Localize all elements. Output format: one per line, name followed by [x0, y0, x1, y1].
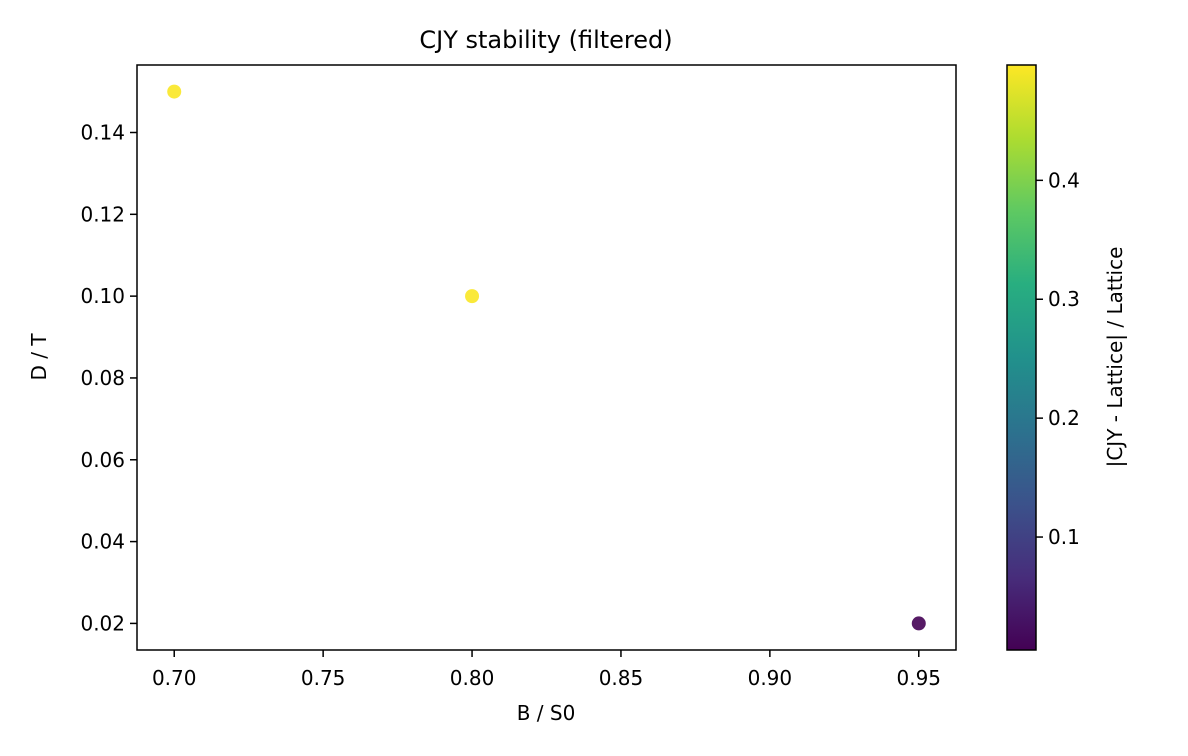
- y-tick-label: 0.06: [80, 448, 125, 472]
- y-tick-label: 0.12: [80, 202, 125, 226]
- y-tick-label: 0.02: [80, 611, 125, 635]
- scatter-point: [167, 84, 182, 99]
- colorbar-tick-label: 0.4: [1048, 168, 1080, 192]
- y-tick-label: 0.08: [80, 366, 125, 390]
- colorbar: 0.1 0.2 0.3 0.4 |CJY - Lattice| / Lattice: [1006, 64, 1127, 651]
- scatter-point: [911, 616, 926, 631]
- colorbar-tick-label: 0.3: [1048, 287, 1080, 311]
- colorbar-gradient: [1006, 64, 1037, 651]
- x-axis-label: B / S0: [517, 701, 576, 725]
- x-axis: 0.70 0.75 0.80 0.85 0.90 0.95: [152, 650, 941, 690]
- colorbar-ticks: 0.1 0.2 0.3 0.4: [1036, 168, 1080, 549]
- x-tick-label: 0.80: [450, 666, 495, 690]
- plot-area: [136, 64, 957, 651]
- y-axis-label: D / T: [27, 333, 51, 381]
- x-tick-label: 0.70: [152, 666, 197, 690]
- y-tick-label: 0.14: [80, 121, 125, 145]
- y-tick-label: 0.10: [80, 284, 125, 308]
- y-tick-label: 0.04: [80, 530, 125, 554]
- x-tick-label: 0.95: [897, 666, 942, 690]
- x-tick-label: 0.90: [748, 666, 793, 690]
- colorbar-tick-label: 0.2: [1048, 406, 1080, 430]
- colorbar-tick-label: 0.1: [1048, 525, 1080, 549]
- colorbar-label: |CJY - Lattice| / Lattice: [1103, 247, 1127, 468]
- plot-frame: [136, 64, 957, 651]
- x-tick-label: 0.75: [301, 666, 346, 690]
- scatter-points: [167, 84, 926, 631]
- y-axis: 0.02 0.04 0.06 0.08 0.10 0.12 0.14: [80, 121, 137, 635]
- scatter-point: [465, 289, 480, 304]
- x-tick-label: 0.85: [599, 666, 644, 690]
- chart-title: CJY stability (filtered): [419, 26, 672, 54]
